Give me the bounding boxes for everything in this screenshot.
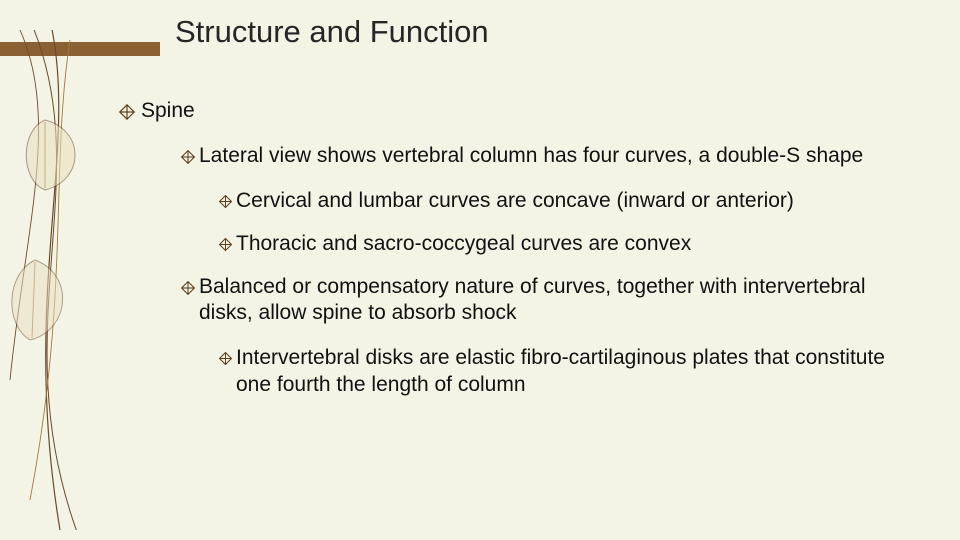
bullet-text: Balanced or compensatory nature of curve… <box>199 274 920 328</box>
diamond-bullet-icon <box>118 103 136 121</box>
bullet-text: Intervertebral disks are elastic fibro-c… <box>236 345 920 399</box>
slide-content: Spine Lateral view shows vertebral colum… <box>118 98 920 415</box>
slide: Structure and Function Spine Lateral <box>0 0 960 540</box>
diamond-bullet-icon <box>180 280 196 296</box>
bullet-lvl2: Balanced or compensatory nature of curve… <box>180 274 920 328</box>
diamond-bullet-icon <box>218 194 233 209</box>
bullet-text: Spine <box>141 98 920 125</box>
bullet-lvl3: Cervical and lumbar curves are concave (… <box>218 188 920 215</box>
bullet-text: Thoracic and sacro-coccygeal curves are … <box>236 231 920 258</box>
bullet-text: Lateral view shows vertebral column has … <box>199 143 920 170</box>
diamond-bullet-icon <box>218 237 233 252</box>
bullet-lvl2: Lateral view shows vertebral column has … <box>180 143 920 170</box>
diamond-bullet-icon <box>180 149 196 165</box>
accent-bar <box>0 42 160 56</box>
bullet-lvl3: Intervertebral disks are elastic fibro-c… <box>218 345 920 399</box>
bullet-lvl3: Thoracic and sacro-coccygeal curves are … <box>218 231 920 258</box>
bullet-lvl1: Spine <box>118 98 920 125</box>
bullet-text: Cervical and lumbar curves are concave (… <box>236 188 920 215</box>
diamond-bullet-icon <box>218 351 233 366</box>
slide-title: Structure and Function <box>175 14 489 50</box>
